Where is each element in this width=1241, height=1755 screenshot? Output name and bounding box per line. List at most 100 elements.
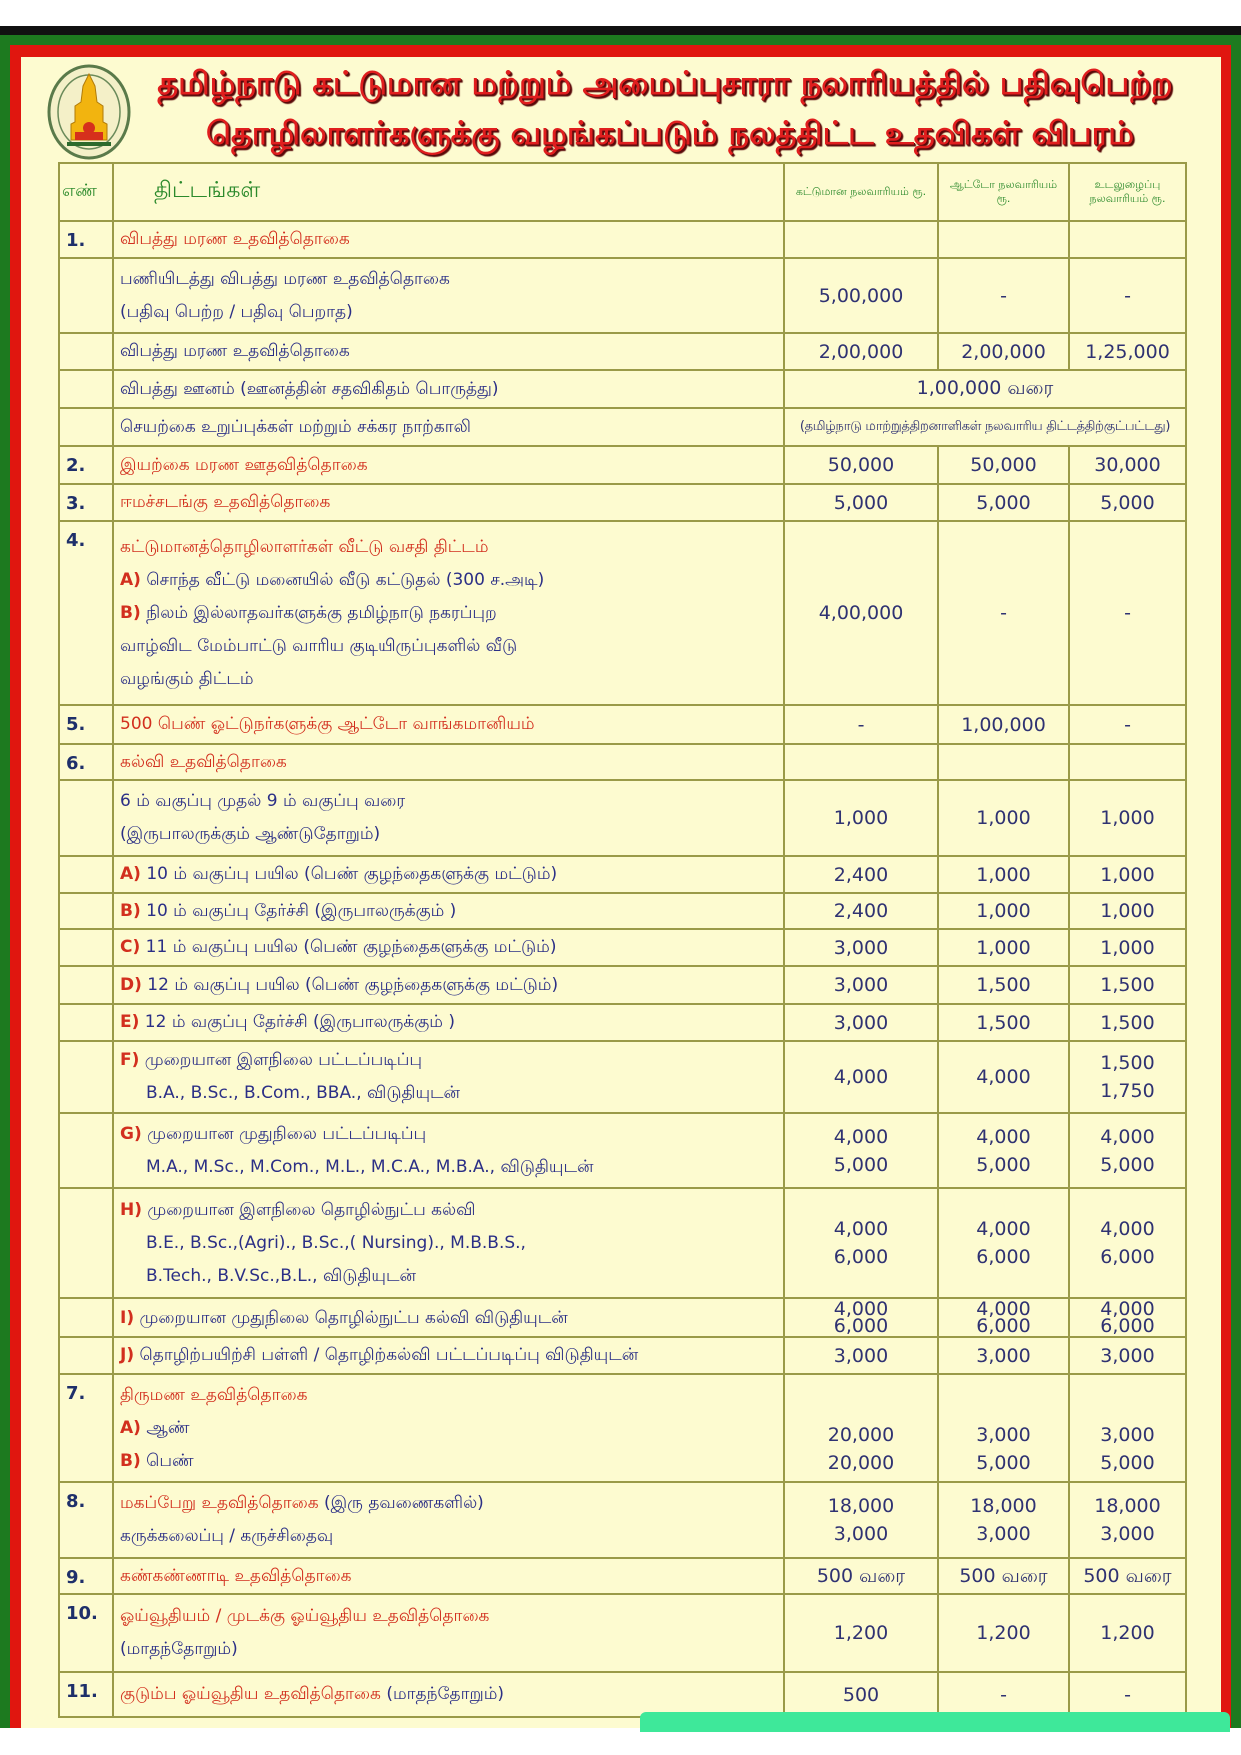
- scheme-cell: B) 10 ம் வகுப்பு தேர்ச்சி (இருபாலருக்கும…: [112, 892, 785, 930]
- amount-manual-labour: 1,000: [1068, 892, 1187, 930]
- title-line-1: தமிழ்நாடு கட்டுமான மற்றும் அமைப்புசாரா ந…: [157, 64, 1173, 102]
- scheme-text: இயற்கை மரண ஊதவித்தொகை: [120, 454, 368, 475]
- scheme-line: குடும்ப ஓய்வூதிய உதவித்தொகை (மாதந்தோறும்…: [120, 1678, 777, 1711]
- amount-auto: 1,200: [937, 1593, 1070, 1673]
- amount-construction: 18,000 3,000: [783, 1481, 939, 1559]
- amount-auto: 2,00,000: [937, 332, 1070, 371]
- scheme-line: (இருபாலருக்கும் ஆண்டுதோறும்): [120, 818, 777, 851]
- scheme-line: A) சொந்த வீட்டு மனையில் வீடு கட்டுதல் (3…: [120, 564, 777, 597]
- amount-auto: [937, 220, 1070, 259]
- scheme-line: செயற்கை உறுப்புக்கள் மற்றும் சக்கர நாற்க…: [120, 411, 777, 444]
- amount-auto: 1,000: [937, 855, 1070, 894]
- scheme-text: B.A., B.Sc., B.Com., BBA., விடுதியுடன்: [146, 1083, 461, 1103]
- scheme-line: வாழ்விட மேம்பாட்டு வாரிய குடியிருப்புகளி…: [120, 630, 777, 663]
- title-line-2: தொழிலாளர்களுக்கு வழங்கப்படும் நலத்திட்ட …: [206, 114, 1134, 152]
- scheme-text: B.E., B.Sc.,(Agri)., B.Sc.,( Nursing)., …: [146, 1232, 526, 1253]
- header-schemes: திட்டங்கள்: [112, 162, 785, 222]
- table-header-row: எண் திட்டங்கள் கட்டுமான நலவாரியம் ரூ. ஆட…: [58, 162, 1187, 222]
- amount-construction: 500: [783, 1671, 939, 1718]
- row-number: [58, 1112, 114, 1189]
- table-row: 8. மகப்பேறு உதவித்தொகை (இரு தவணைகளில்) கரு…: [58, 1481, 1187, 1559]
- row-number: [58, 1187, 114, 1299]
- amount-construction: 2,400: [783, 855, 939, 894]
- table-row: A) 10 ம் வகுப்பு பயில (பெண் குழந்தைகளுக்…: [58, 855, 1187, 894]
- scheme-text: (இருபாலருக்கும் ஆண்டுதோறும்): [120, 824, 381, 844]
- row-number: [58, 257, 114, 334]
- scheme-line: கண்கண்ணாடி உதவித்தொகை: [120, 1560, 777, 1593]
- amount-auto: -: [937, 257, 1070, 334]
- amount-auto: 1,000: [937, 928, 1070, 967]
- table-row: F) முறையான இளநிலை பட்டப்படிப்பு B.A., B.S…: [58, 1040, 1187, 1114]
- scheme-cell: I) முறையான முதுநிலை தொழில்நுட்ப கல்வி வி…: [112, 1297, 785, 1338]
- scheme-cell: விபத்து மரண உதவித்தொகை: [112, 332, 785, 371]
- table-row: B) 10 ம் வகுப்பு தேர்ச்சி (இருபாலருக்கும…: [58, 892, 1187, 930]
- amount-construction: 5,000: [783, 483, 939, 522]
- scheme-line: மகப்பேறு உதவித்தொகை (இரு தவணைகளில்): [120, 1487, 777, 1520]
- amount-construction: 3,000: [783, 928, 939, 967]
- scheme-line: B) நிலம் இல்லாதவர்களுக்கு தமிழ்நாடு நகரப…: [120, 597, 777, 630]
- amount-manual-labour: 1,500: [1068, 1003, 1187, 1042]
- top-black-bar: [0, 26, 1241, 35]
- scheme-line: B) பெண்: [120, 1445, 777, 1478]
- row-number: 3.: [58, 483, 114, 522]
- table-row: 11. குடும்ப ஓய்வூதிய உதவித்தொகை (மாதந்தோற…: [58, 1671, 1187, 1718]
- scheme-text: B.Tech., B.V.Sc.,B.L., விடுதியுடன்: [146, 1265, 416, 1286]
- amount-construction: 20,000 20,000: [783, 1373, 939, 1483]
- table-row: 6. கல்வி உதவித்தொகை: [58, 743, 1187, 781]
- row-number: [58, 1040, 114, 1114]
- scheme-cell: செயற்கை உறுப்புக்கள் மற்றும் சக்கர நாற்க…: [112, 407, 785, 447]
- amount-construction: 4,000 6,000: [783, 1297, 939, 1338]
- scheme-cell: இயற்கை மரண ஊதவித்தொகை: [112, 445, 785, 485]
- welfare-benefits-table: எண் திட்டங்கள் கட்டுமான நலவாரியம் ரூ. ஆட…: [58, 162, 1187, 1718]
- table-row: 6 ம் வகுப்பு முதல் 9 ம் வகுப்பு வரை (இருப…: [58, 779, 1187, 857]
- amount-manual-labour: -: [1068, 520, 1187, 706]
- scheme-cell: 6 ம் வகுப்பு முதல் 9 ம் வகுப்பு வரை (இருப…: [112, 779, 785, 857]
- row-number: 6.: [58, 743, 114, 781]
- table-row: D) 12 ம் வகுப்பு பயில (பெண் குழந்தைகளுக்…: [58, 965, 1187, 1005]
- scheme-cell: A) 10 ம் வகுப்பு பயில (பெண் குழந்தைகளுக்…: [112, 855, 785, 894]
- row-number: 2.: [58, 445, 114, 485]
- amount-construction: 5,00,000: [783, 257, 939, 334]
- scheme-line: D) 12 ம் வகுப்பு பயில (பெண் குழந்தைகளுக்…: [120, 969, 777, 1002]
- scheme-text: 12 ம் வகுப்பு தேர்ச்சி (இருபாலருக்கும் ): [144, 1012, 455, 1032]
- scheme-text: நிலம் இல்லாதவர்களுக்கு தமிழ்நாடு நகரப்பு…: [146, 602, 497, 623]
- amount-manual-labour: [1068, 220, 1187, 259]
- row-number: [58, 928, 114, 967]
- amount-manual-labour: 3,000 5,000: [1068, 1373, 1187, 1483]
- scheme-cell: திருமண உதவித்தொகை A) ஆண் B) பெண்: [112, 1373, 785, 1483]
- amount-construction: 3,000: [783, 1336, 939, 1375]
- table-row: J) தொழிற்பயிற்சி பள்ளி / தொழிற்கல்வி பட்…: [58, 1336, 1187, 1375]
- scheme-text: பணியிடத்து விபத்து மரண உதவித்தொகை: [120, 268, 450, 289]
- scheme-text: செயற்கை உறுப்புக்கள் மற்றும் சக்கர நாற்க…: [120, 416, 471, 437]
- item-letter: D): [120, 974, 142, 995]
- scheme-cell: விபத்து மரண உதவித்தொகை: [112, 220, 785, 259]
- amount-auto: 1,00,000: [937, 704, 1070, 745]
- table-row: 3. ஈமச்சடங்கு உதவித்தொகை 5,000 5,000 5,000: [58, 483, 1187, 522]
- amount-manual-labour: 4,000 5,000: [1068, 1112, 1187, 1189]
- scheme-line: இயற்கை மரண ஊதவித்தொகை: [120, 449, 777, 482]
- scheme-cell: ஓய்வூதியம் / முடக்கு ஓய்வூதிய உதவித்தொகை…: [112, 1593, 785, 1673]
- scheme-line: கருக்கலைப்பு / கருச்சிதைவு: [120, 1520, 777, 1553]
- row-number: 11.: [58, 1671, 114, 1718]
- scheme-cell: 500 பெண் ஓட்டுநர்களுக்கு ஆட்டோ வாங்கமானி…: [112, 704, 785, 745]
- row-number: [58, 779, 114, 857]
- item-letter: E): [120, 1012, 140, 1032]
- scheme-text: 10 ம் வகுப்பு தேர்ச்சி (இருபாலருக்கும் ): [146, 900, 457, 921]
- amount-manual-labour: 1,000: [1068, 928, 1187, 967]
- table-row: செயற்கை உறுப்புக்கள் மற்றும் சக்கர நாற்க…: [58, 407, 1187, 447]
- item-letter: J): [120, 1345, 135, 1365]
- amount-manual-labour: 1,000: [1068, 779, 1187, 857]
- amount-construction: 500 வரை: [783, 1557, 939, 1595]
- scheme-line: கட்டுமானத்தொழிலாளர்கள் வீட்டு வசதி திட்ட…: [120, 531, 777, 564]
- scheme-text: ஆண்: [146, 1417, 190, 1438]
- amount-auto: [937, 743, 1070, 781]
- table-row: 4. கட்டுமானத்தொழிலாளர்கள் வீட்டு வசதி திட…: [58, 520, 1187, 706]
- amount-auto: -: [937, 520, 1070, 706]
- scheme-text: கண்கண்ணாடி உதவித்தொகை: [120, 1565, 352, 1586]
- scheme-line: H) முறையான இளநிலை தொழில்நுட்ப கல்வி: [120, 1194, 777, 1227]
- amount-construction: 3,000: [783, 965, 939, 1005]
- row-number: [58, 1297, 114, 1338]
- amount-manual-labour: 1,500 1,750: [1068, 1040, 1187, 1114]
- table-row: I) முறையான முதுநிலை தொழில்நுட்ப கல்வி வி…: [58, 1297, 1187, 1338]
- amount-auto: 4,000 6,000: [937, 1297, 1070, 1338]
